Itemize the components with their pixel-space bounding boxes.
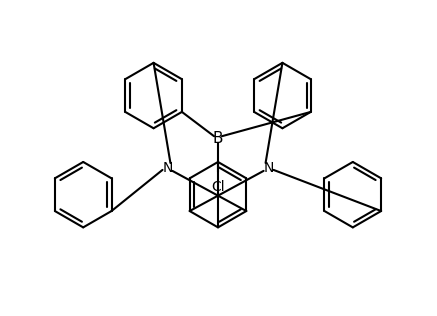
- Text: B: B: [213, 131, 223, 146]
- Text: N: N: [264, 161, 274, 175]
- Text: N: N: [162, 161, 173, 175]
- Text: Cl: Cl: [211, 180, 225, 194]
